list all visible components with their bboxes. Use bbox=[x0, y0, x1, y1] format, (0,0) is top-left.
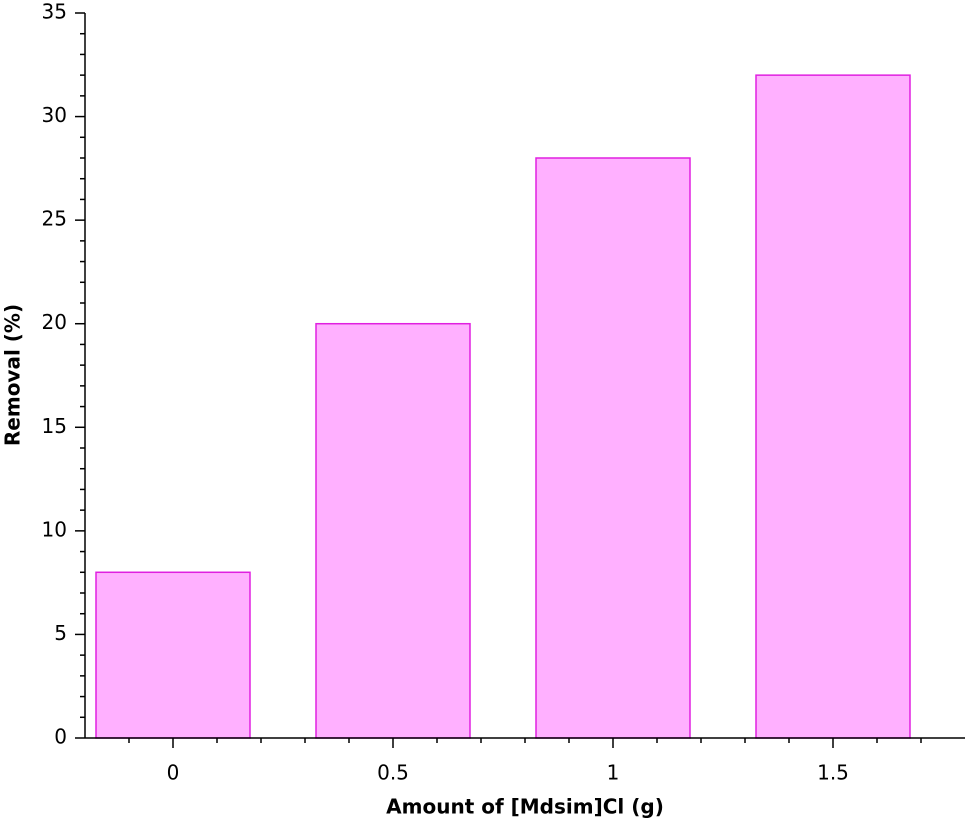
x-tick-label: 0 bbox=[167, 761, 180, 785]
bar bbox=[535, 157, 691, 739]
y-axis-title: Removal (%) bbox=[1, 304, 25, 446]
y-tick-label: 35 bbox=[42, 0, 67, 24]
x-axis-title: Amount of [Mdsim]Cl (g) bbox=[386, 795, 664, 819]
y-tick-label: 0 bbox=[54, 725, 67, 749]
y-tick-label: 15 bbox=[42, 414, 67, 438]
y-tick-label: 10 bbox=[42, 517, 67, 541]
y-tick-label: 25 bbox=[42, 207, 67, 231]
bar bbox=[755, 74, 911, 739]
x-tick-label: 1 bbox=[607, 761, 620, 785]
x-tick-label: 1.5 bbox=[817, 761, 849, 785]
x-tick-label: 0.5 bbox=[377, 761, 409, 785]
y-tick-label: 20 bbox=[42, 310, 67, 334]
y-tick-label: 5 bbox=[54, 621, 67, 645]
bar bbox=[315, 322, 471, 739]
bar bbox=[95, 571, 251, 739]
y-tick-label: 30 bbox=[42, 103, 67, 127]
